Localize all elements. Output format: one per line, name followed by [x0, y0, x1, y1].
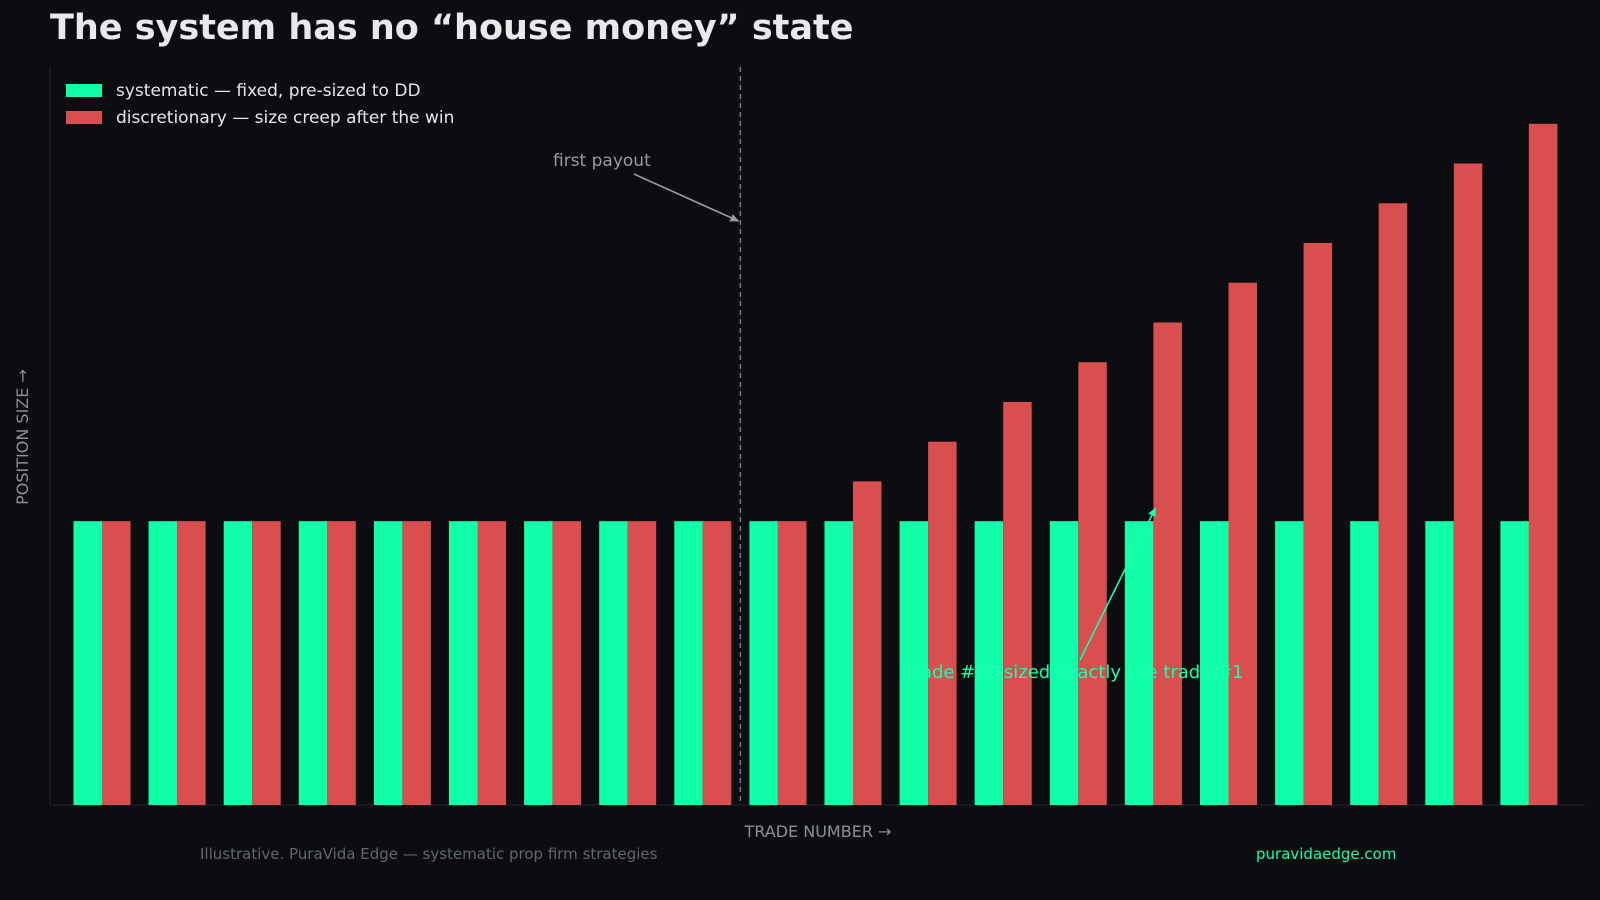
first-payout-label: first payout: [553, 151, 651, 171]
bar-systematic-trade-4: [298, 521, 328, 805]
bar-systematic-trade-2: [148, 521, 178, 805]
bar-systematic-trade-10: [749, 521, 778, 805]
bar-discretionary-trade-13: [1003, 401, 1032, 805]
y-axis-label: POSITION SIZE →: [13, 369, 32, 505]
first-payout-arrow: [633, 173, 740, 222]
x-axis-label: TRADE NUMBER →: [744, 822, 892, 841]
footer-link[interactable]: puravidaedge.com: [1256, 845, 1397, 863]
bar-discretionary-trade-20: [1528, 123, 1558, 806]
bar-systematic-trade-7: [524, 521, 553, 805]
bar-discretionary-trade-17: [1303, 242, 1333, 805]
bar-discretionary-trade-14: [1078, 362, 1107, 805]
bar-discretionary-trade-3: [252, 521, 281, 805]
bar-systematic-trade-3: [223, 521, 253, 805]
bar-discretionary-trade-19: [1453, 163, 1483, 805]
legend-label-discretionary: discretionary — size creep after the win: [116, 108, 454, 128]
bar-systematic-trade-11: [824, 521, 853, 805]
bar-discretionary-trade-5: [402, 521, 431, 805]
bar-systematic-trade-9: [674, 521, 703, 805]
bar-discretionary-trade-4: [327, 521, 356, 805]
bar-discretionary-trade-10: [777, 521, 807, 805]
bar-systematic-trade-6: [449, 521, 478, 805]
bar-systematic-trade-5: [373, 521, 403, 805]
legend: systematic — fixed, pre-sized to DD discr…: [66, 81, 454, 128]
bar-systematic-trade-16: [1200, 521, 1229, 805]
trade-25-label: trade #25 sized exactly like trade #1: [906, 662, 1243, 683]
footer-note: Illustrative. PuraVida Edge — systematic…: [200, 845, 658, 863]
bar-discretionary-trade-6: [477, 521, 506, 805]
bar-discretionary-trade-7: [552, 521, 582, 805]
bar-discretionary-trade-12: [928, 441, 957, 805]
legend-label-systematic: systematic — fixed, pre-sized to DD: [116, 81, 421, 101]
bar-systematic-trade-12: [899, 521, 929, 805]
bar-systematic-trade-14: [1049, 521, 1079, 805]
bar-systematic-trade-8: [599, 521, 628, 805]
bar-discretionary-trade-11: [853, 481, 882, 805]
bars: [73, 123, 1558, 806]
bar-systematic-trade-15: [1124, 521, 1154, 805]
bar-systematic-trade-20: [1500, 521, 1529, 805]
bar-systematic-trade-18: [1350, 521, 1379, 805]
legend-swatch-discretionary: [66, 111, 102, 124]
bar-systematic-trade-13: [974, 521, 1004, 805]
chart-title: The system has no “house money” state: [50, 8, 854, 48]
bar-systematic-trade-19: [1425, 521, 1454, 805]
bar-discretionary-trade-18: [1378, 203, 1408, 805]
annotations: first payout trade #25 sized exactly like…: [553, 67, 1244, 805]
bar-discretionary-trade-2: [177, 521, 206, 805]
bar-systematic-trade-1: [73, 521, 102, 805]
bar-discretionary-trade-1: [102, 521, 131, 805]
bar-discretionary-trade-8: [627, 521, 657, 805]
bar-discretionary-trade-15: [1153, 322, 1182, 805]
bar-systematic-trade-17: [1275, 521, 1304, 805]
bar-discretionary-trade-9: [702, 521, 732, 805]
legend-swatch-systematic: [66, 84, 102, 97]
bar-discretionary-trade-16: [1228, 282, 1257, 805]
trade-25-arrow: [1079, 507, 1157, 661]
